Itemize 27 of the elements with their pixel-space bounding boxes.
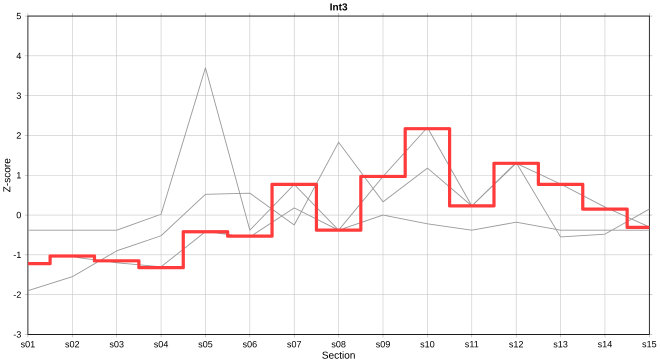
- x-tick-label: s15: [642, 340, 656, 348]
- x-tick-label: s06: [242, 340, 257, 348]
- x-tick-label: s11: [465, 340, 478, 348]
- y-axis-title: Z-score: [3, 158, 10, 192]
- x-axis-title: Section: [322, 351, 355, 359]
- x-tick-label: s09: [376, 340, 390, 348]
- x-tick-label: s12: [509, 340, 524, 348]
- x-tick-label: s13: [554, 340, 568, 348]
- x-tick-label: s07: [287, 340, 302, 348]
- x-tick-label: s10: [420, 340, 434, 348]
- x-tick-label: s08: [332, 340, 346, 348]
- x-tick-label: s14: [598, 340, 612, 348]
- x-tick-label: s05: [198, 340, 212, 348]
- x-tick-label: s04: [154, 340, 168, 348]
- y-tick-label: -3: [14, 331, 21, 338]
- y-tick-label: 1: [16, 172, 21, 178]
- y-tick-label: -1: [14, 252, 21, 258]
- y-tick-label: 4: [16, 52, 22, 59]
- y-tick-label: 3: [16, 92, 21, 99]
- x-tick-label: s02: [65, 340, 80, 348]
- chart-title: Int3: [330, 3, 348, 10]
- x-tick-label: s01: [20, 340, 35, 348]
- y-tick-label: -2: [14, 291, 21, 298]
- y-tick-label: 5: [16, 12, 21, 20]
- y-tick-label: 2: [16, 132, 21, 139]
- x-tick-label: s03: [110, 340, 124, 348]
- y-tick-label: 0: [16, 212, 21, 218]
